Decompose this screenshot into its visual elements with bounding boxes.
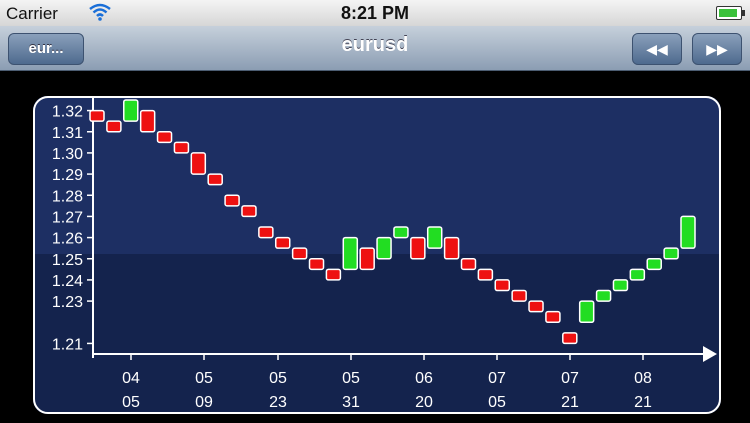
candle-up xyxy=(680,215,696,249)
x-tick-label-month: 07 xyxy=(561,370,579,387)
y-tick-label: 1.21 xyxy=(52,336,83,353)
x-tick-label-day: 31 xyxy=(342,394,360,411)
candle-up xyxy=(646,258,662,271)
x-tick-label-day: 05 xyxy=(122,394,140,411)
back-button[interactable]: eur... xyxy=(8,33,84,65)
x-axis-arrow xyxy=(703,346,717,362)
y-tick-label: 1.26 xyxy=(52,231,83,248)
candle-up xyxy=(426,226,443,249)
candle-down xyxy=(528,300,544,313)
candlestick-chart[interactable]: 1.32 1.31 1.30 1.29 1.28 1.27 1.26 1.25 1.24 1.23… xyxy=(33,96,721,414)
candle-down xyxy=(241,205,257,218)
candle-down xyxy=(224,194,240,207)
carrier-label: Carrier xyxy=(6,4,58,23)
candle-down xyxy=(89,109,105,122)
candle-down xyxy=(190,152,207,175)
fast-forward-icon: ▶▶ xyxy=(706,41,728,57)
candle-down xyxy=(460,258,477,271)
y-tick-label: 1.28 xyxy=(52,188,83,205)
page-title: eurusd xyxy=(341,34,409,56)
y-tick-label: 1.27 xyxy=(52,209,83,226)
y-tick-label: 1.25 xyxy=(52,252,83,269)
plot-background-lower xyxy=(33,254,721,414)
candle-down xyxy=(291,247,308,260)
x-tick-label-day: 05 xyxy=(488,394,506,411)
status-bar: Carrier 8:21 PM xyxy=(0,0,750,26)
rewind-button[interactable]: ◀◀ xyxy=(632,33,682,65)
x-axis: 04 05 05 09 05 23 05 31 06 20 07 05 07 21 08 21 xyxy=(93,346,717,411)
wifi-icon xyxy=(88,3,112,26)
x-tick-label-day: 21 xyxy=(561,394,579,411)
y-tick-label: 1.31 xyxy=(52,125,83,142)
y-tick-label: 1.30 xyxy=(52,146,83,163)
x-tick-label-month: 05 xyxy=(342,370,360,387)
candle-down xyxy=(308,258,325,271)
y-axis: 1.32 1.31 1.30 1.29 1.28 1.27 1.26 1.25 1.24 1.23… xyxy=(52,96,94,358)
candle-up xyxy=(342,236,359,271)
x-tick-label-month: 08 xyxy=(634,370,652,387)
fast-forward-button[interactable]: ▶▶ xyxy=(692,33,742,65)
candle-up xyxy=(612,279,629,292)
candle-down xyxy=(156,131,173,144)
candle-up xyxy=(578,300,595,323)
navigation-bar: eur... eurusd ◀◀ ▶▶ xyxy=(0,26,750,71)
candle-up xyxy=(376,236,392,260)
candle-up xyxy=(629,268,646,281)
candle-up xyxy=(393,226,409,239)
candle-down xyxy=(325,268,342,281)
y-tick-label: 1.23 xyxy=(52,294,83,311)
candle-down xyxy=(139,109,156,133)
battery-icon xyxy=(716,6,745,20)
candle-down xyxy=(359,247,375,271)
x-tick-label-day: 20 xyxy=(415,394,433,411)
candle-down xyxy=(443,236,460,260)
x-tick-label-day: 09 xyxy=(195,394,213,411)
x-tick-label-month: 07 xyxy=(488,370,506,387)
x-tick-label-month: 06 xyxy=(415,370,433,387)
x-tick-label-day: 23 xyxy=(269,394,287,411)
x-tick-label-day: 21 xyxy=(634,394,652,411)
candle-down xyxy=(511,289,527,302)
candle-down xyxy=(562,332,578,345)
candle-up xyxy=(595,289,612,302)
candle-down xyxy=(258,226,274,239)
y-tick-label: 1.29 xyxy=(52,167,83,184)
x-tick-label-month: 05 xyxy=(269,370,287,387)
clock: 8:21 PM xyxy=(340,3,410,23)
y-tick-label: 1.32 xyxy=(52,104,83,121)
chart-border xyxy=(33,96,721,414)
candle-down xyxy=(106,120,122,133)
chart-container: 1.32 1.31 1.30 1.29 1.28 1.27 1.26 1.25 1.24 1.23… xyxy=(33,96,721,419)
candles xyxy=(89,99,696,345)
candle-down xyxy=(410,236,426,260)
candle-down xyxy=(274,236,291,249)
x-tick-label-month: 05 xyxy=(195,370,213,387)
x-tick-label-month: 04 xyxy=(122,370,140,387)
candle-down xyxy=(173,141,190,154)
candle-down xyxy=(207,173,223,186)
candle-down xyxy=(494,279,511,292)
candle-down xyxy=(545,310,561,324)
candle-down xyxy=(477,268,494,281)
candle-up xyxy=(123,99,139,122)
candle-up xyxy=(663,247,679,260)
y-tick-label: 1.24 xyxy=(52,273,83,290)
rewind-icon: ◀◀ xyxy=(646,41,668,57)
